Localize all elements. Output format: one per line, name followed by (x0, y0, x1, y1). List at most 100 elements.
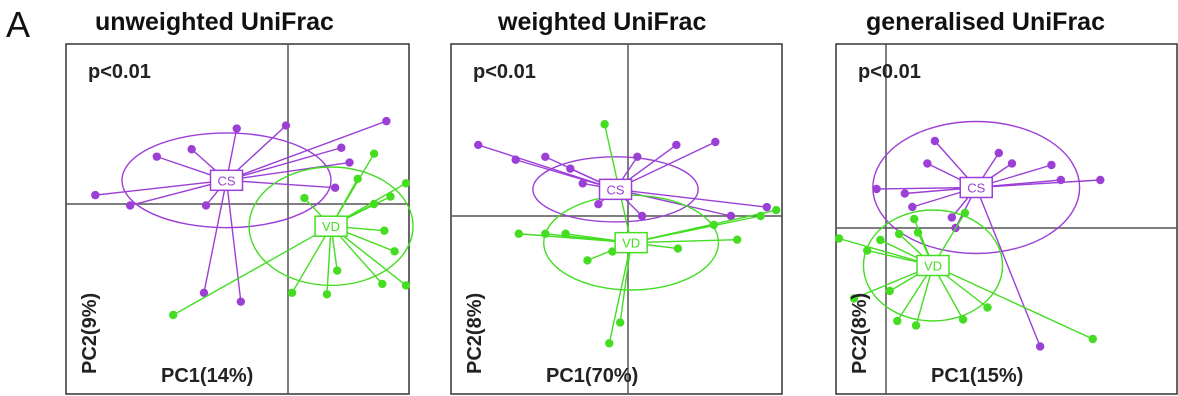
data-point (772, 205, 781, 215)
data-point (1047, 160, 1056, 170)
centroid-label-cs: CS (967, 181, 985, 196)
data-point (322, 290, 332, 299)
data-point (834, 234, 844, 243)
x-axis-label: PC1(14%) (161, 365, 253, 387)
spoke-line (615, 188, 732, 217)
data-point (566, 164, 575, 173)
data-point (762, 202, 772, 212)
data-point (401, 281, 411, 290)
group-vd (514, 120, 781, 348)
data-point (863, 246, 872, 255)
data-point (583, 256, 592, 265)
data-point (709, 220, 718, 230)
data-point (960, 208, 970, 218)
plot-frame (450, 43, 783, 395)
data-point (756, 211, 765, 221)
data-point (1088, 334, 1098, 344)
spoke-line (226, 161, 350, 182)
data-point (908, 202, 917, 212)
spoke-line (615, 188, 767, 208)
spoke-line (975, 187, 1041, 347)
data-point (281, 121, 291, 130)
data-point (382, 116, 391, 126)
data-point (711, 137, 720, 147)
data-point (169, 310, 178, 320)
p-value-label: p<0.01 (88, 61, 151, 83)
spoke-line (932, 264, 1094, 340)
data-point (541, 229, 550, 238)
data-point (910, 214, 919, 224)
data-point (911, 321, 921, 330)
data-point (369, 149, 379, 158)
y-axis-label: PC2(9%) (79, 293, 101, 374)
data-point (958, 315, 968, 324)
data-point (201, 201, 211, 210)
centroid-box (614, 231, 648, 254)
chart-title-weighted: weighted UniFrac (498, 8, 707, 36)
data-point (733, 235, 742, 244)
data-point (872, 184, 881, 194)
spoke-line (326, 226, 332, 295)
data-point (673, 244, 683, 253)
plot-frame (65, 43, 410, 395)
confidence-ellipse (862, 209, 1004, 322)
data-point (541, 152, 550, 161)
plot-frame (835, 43, 1178, 395)
data-point (672, 140, 681, 150)
data-point (125, 201, 135, 210)
data-point (474, 140, 483, 150)
data-point (923, 159, 932, 168)
centroid-box (314, 215, 348, 237)
data-point (187, 145, 196, 154)
data-point (900, 189, 909, 198)
data-point (390, 247, 399, 256)
spoke-line (631, 238, 738, 244)
data-point (378, 279, 387, 289)
plot-weighted: CS VD p<0.01 PC1(70%) PC2(8%) (450, 43, 783, 395)
data-point (885, 286, 894, 296)
centroid-box (959, 176, 993, 199)
data-point (561, 229, 570, 238)
data-point (91, 190, 100, 200)
y-axis-label: PC2(8%) (464, 293, 486, 374)
chart-title-generalised: generalised UniFrac (866, 8, 1105, 36)
spoke-line (291, 225, 332, 294)
data-point (287, 288, 297, 297)
data-point (930, 136, 940, 146)
data-point (633, 152, 642, 161)
spoke-line (630, 209, 777, 244)
plot-unweighted: CS VD p<0.01 PC1(14%) PC2(9%) (65, 43, 414, 395)
data-point (386, 192, 395, 201)
data-point (236, 297, 246, 306)
confidence-ellipse (248, 166, 414, 287)
centroid-label-vd: VD (322, 219, 340, 234)
data-point (983, 303, 992, 312)
data-point (726, 211, 736, 221)
spoke-line (95, 179, 227, 196)
data-point (849, 294, 859, 303)
data-point (594, 199, 603, 209)
data-point (1056, 175, 1066, 185)
centroid-box (916, 254, 950, 277)
data-point (199, 288, 209, 297)
p-value-label: p<0.01 (473, 61, 536, 83)
data-point (369, 199, 379, 209)
confidence-ellipse (532, 156, 699, 223)
data-point (333, 266, 342, 275)
group-cs (91, 116, 391, 306)
spoke-line (619, 242, 632, 323)
spoke-line (976, 179, 1101, 189)
centroid-label-cs: CS (606, 182, 624, 197)
data-point (894, 229, 904, 239)
data-point (380, 226, 389, 235)
p-value-label: p<0.01 (858, 61, 921, 83)
data-point (893, 316, 902, 326)
data-point (337, 143, 346, 152)
data-point (600, 120, 609, 129)
confidence-ellipse (121, 132, 332, 229)
data-point (345, 158, 354, 167)
centroid-label-vd: VD (924, 259, 942, 274)
data-point (1035, 342, 1045, 351)
centroid-label-cs: CS (217, 173, 235, 188)
